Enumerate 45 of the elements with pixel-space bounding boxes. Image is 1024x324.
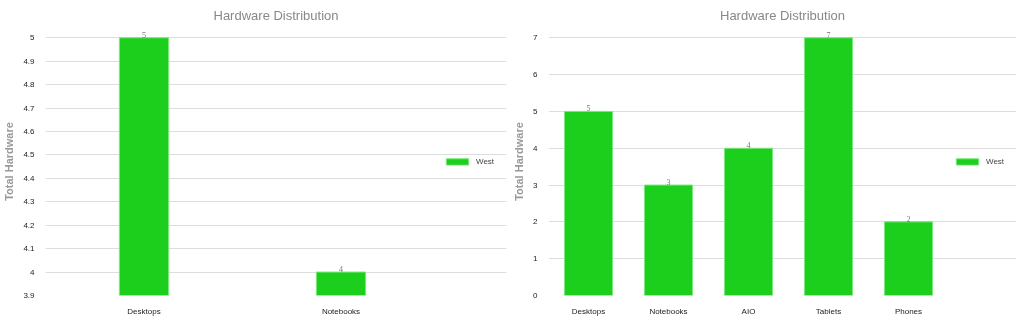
y-tick-label: 4.2	[23, 220, 36, 230]
bar	[804, 37, 853, 296]
x-tick-label: Tablets	[815, 306, 842, 316]
data-label: 5	[142, 30, 146, 40]
data-label: 5	[586, 104, 591, 114]
data-label: 4	[339, 265, 344, 275]
y-tick-label: 4	[533, 143, 539, 153]
x-tick-label: Notebooks	[321, 306, 361, 316]
bar	[564, 110, 613, 296]
y-tick-label: 5	[533, 106, 539, 116]
data-label: 7	[826, 30, 831, 40]
y-tick-label: 4.4	[23, 173, 36, 183]
chart-title: Hardware Distribution	[720, 7, 845, 23]
x-tick-label: Desktops	[127, 306, 161, 316]
y-tick-label: 7	[533, 33, 539, 43]
y-tick-label: 5	[30, 33, 36, 43]
x-tick-label: AIO	[741, 306, 756, 316]
legend-label: West	[986, 156, 1006, 166]
chart-title: Hardware Distribution	[213, 7, 339, 23]
y-tick-label: 4.8	[23, 80, 36, 90]
y-tick-label: 4	[30, 267, 36, 277]
y-tick-label: 3.9	[23, 291, 36, 300]
x-tick-label: Desktops	[571, 306, 606, 316]
y-tick-label: 4.3	[23, 197, 36, 207]
y-tick-label: 3	[533, 180, 539, 190]
y-axis-title: Total Hardware	[513, 122, 526, 201]
data-label: 3	[666, 178, 671, 188]
y-tick-label: 0	[533, 291, 539, 300]
bar	[884, 221, 933, 296]
y-axis-title: Total Hardware	[3, 122, 16, 201]
y-tick-label: 4.6	[23, 127, 36, 137]
y-tick-label: 2	[533, 217, 539, 227]
data-label: 4	[746, 141, 751, 151]
y-tick-label: 4.9	[23, 56, 36, 66]
y-tick-label: 4.5	[23, 150, 36, 160]
y-tick-label: 6	[533, 70, 539, 80]
bar	[644, 184, 693, 296]
x-tick-label: Notebooks	[649, 306, 688, 316]
y-tick-label: 4.1	[23, 244, 36, 254]
x-tick-label: Phones	[894, 306, 923, 316]
y-tick-label: 4.7	[23, 103, 36, 113]
data-label: 2	[906, 214, 911, 224]
legend-label: West	[476, 156, 496, 166]
bar	[724, 147, 773, 296]
y-tick-label: 1	[533, 254, 539, 264]
